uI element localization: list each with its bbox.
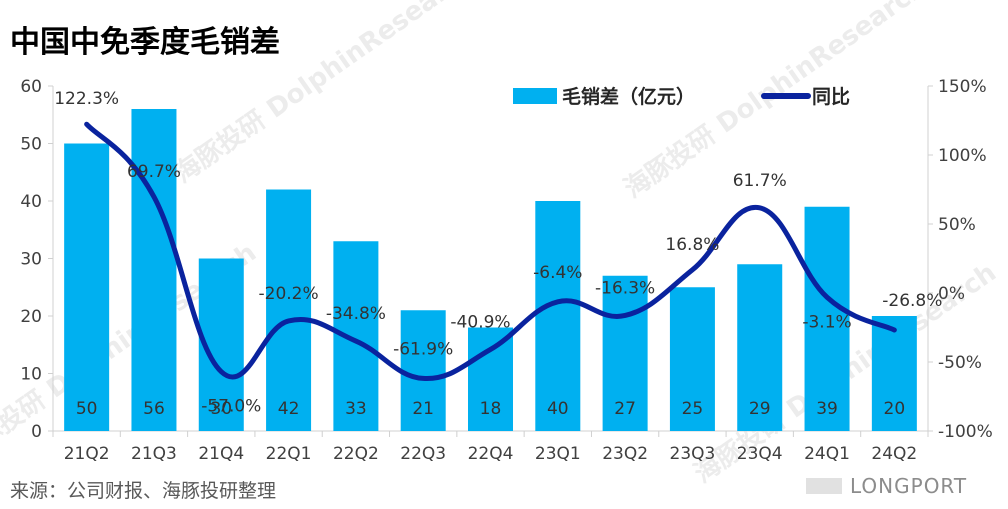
bar-value-label: 20 <box>884 399 906 419</box>
y-right-tick-label: 150% <box>938 77 987 97</box>
y-right-tick-label: -100% <box>938 422 993 442</box>
bar <box>266 189 312 431</box>
y-left-tick-label: 10 <box>20 365 42 385</box>
bar-value-label: 25 <box>682 399 704 419</box>
logo-text: LONGPORT <box>850 474 967 498</box>
bar-value-label: 56 <box>143 399 165 419</box>
legend-line-label: 同比 <box>812 86 850 108</box>
y-right-tick-label: 50% <box>938 215 976 235</box>
y-right-tick-label: 0% <box>938 284 965 304</box>
bar <box>602 275 648 431</box>
y-left-tick-label: 20 <box>20 307 42 327</box>
line-value-label: -3.1% <box>802 312 851 332</box>
x-tick-label: 23Q1 <box>535 444 581 464</box>
bar <box>400 310 446 431</box>
x-tick-label: 21Q2 <box>64 444 110 464</box>
line-value-label: -20.2% <box>259 284 319 304</box>
bar <box>64 143 110 431</box>
x-tick-label: 21Q3 <box>131 444 177 464</box>
bar-value-label: 39 <box>816 399 838 419</box>
y-left-tick-label: 50 <box>20 135 42 155</box>
legend: 毛销差（亿元） 同比 <box>513 85 850 108</box>
x-tick-label: 23Q4 <box>737 444 783 464</box>
bar <box>131 109 177 431</box>
bar <box>669 287 715 431</box>
x-tick-label: 24Q1 <box>804 444 850 464</box>
line-value-label: -57.0% <box>201 397 261 417</box>
line-layer <box>84 121 897 381</box>
y-right-tick-label: -50% <box>938 353 982 373</box>
bars <box>64 109 917 431</box>
bar <box>737 264 783 431</box>
x-tick-label: 24Q2 <box>871 444 917 464</box>
x-tick-label: 23Q2 <box>602 444 648 464</box>
axes: 0 10 20 30 40 50 60 -100% -50% 0% 50% 100% 150% 21Q2 2… <box>20 77 992 464</box>
bar-value-label: 18 <box>480 399 502 419</box>
y-left-tick-label: 30 <box>20 250 42 270</box>
bar-value-label: 50 <box>76 399 98 419</box>
x-tick-label: 21Q4 <box>198 444 244 464</box>
x-tick-label: 22Q2 <box>333 444 379 464</box>
line-value-label: 122.3% <box>54 89 119 109</box>
bar-value-label: 30 <box>210 399 232 419</box>
longport-logo: LONGPORT <box>806 474 967 498</box>
bar <box>535 201 581 431</box>
bar-labels: 50 56 30 42 33 21 18 40 27 25 29 39 20 <box>76 399 905 419</box>
bar-value-label: 29 <box>749 399 771 419</box>
line-value-label: -26.8% <box>882 291 942 311</box>
y-left-tick-label: 0 <box>31 422 42 442</box>
line-value-label: -61.9% <box>393 339 453 359</box>
x-tick-label: 22Q1 <box>266 444 312 464</box>
x-tick-label: 22Q3 <box>400 444 446 464</box>
line-labels: 122.3% 69.7% -57.0% -20.2% -34.8% -61.9% -40.9… <box>54 89 942 416</box>
yoy-line <box>84 121 897 381</box>
line-value-label: 16.8% <box>665 235 719 255</box>
chart-title: 中国中免季度毛销差 <box>10 25 280 60</box>
y-left-tick-label: 60 <box>20 77 42 97</box>
line-value-label: -6.4% <box>533 263 582 283</box>
line-value-label: -34.8% <box>326 304 386 324</box>
bar-value-label: 42 <box>278 399 300 419</box>
line-value-label: -16.3% <box>595 278 655 298</box>
bar-value-label: 33 <box>345 399 367 419</box>
logo-mark-icon <box>806 478 842 494</box>
x-tick-label: 22Q4 <box>468 444 514 464</box>
x-tick-label: 23Q3 <box>670 444 716 464</box>
bar <box>468 327 513 431</box>
line-value-label: 61.7% <box>733 171 787 191</box>
line-value-label: -40.9% <box>450 312 510 332</box>
legend-bar-label: 毛销差（亿元） <box>562 85 695 108</box>
legend-bar-swatch <box>513 88 557 104</box>
y-left-tick-label: 40 <box>20 192 42 212</box>
bar-value-label: 40 <box>547 399 569 419</box>
bar-value-label: 27 <box>614 399 636 419</box>
line-value-label: 69.7% <box>127 162 181 182</box>
y-right-tick-label: 100% <box>938 146 987 166</box>
bar <box>871 316 917 431</box>
bar-value-label: 21 <box>412 399 434 419</box>
bar <box>804 206 850 431</box>
source-note: 来源：公司财报、海豚投研整理 <box>10 480 276 502</box>
